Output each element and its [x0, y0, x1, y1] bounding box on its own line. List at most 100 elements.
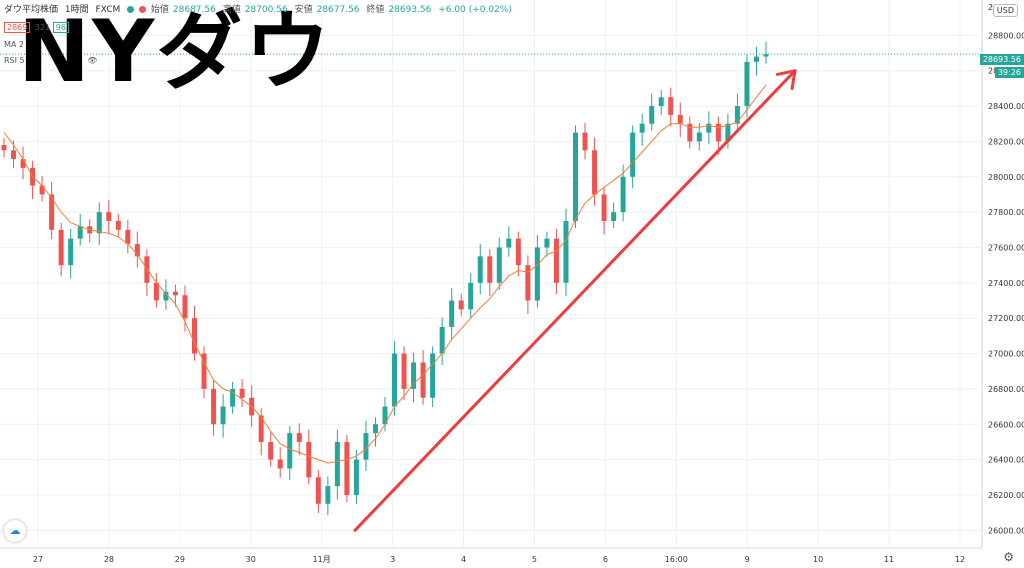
- interval-label[interactable]: 1時間: [64, 5, 89, 15]
- candle-body: [220, 406, 226, 425]
- candle-body: [115, 220, 121, 230]
- candle-body: [134, 243, 140, 257]
- candle-body: [725, 123, 731, 142]
- close-label: 終値: [366, 5, 385, 15]
- candle-body: [411, 362, 417, 389]
- candle-body: [182, 295, 188, 319]
- gear-icon[interactable]: ⚙: [1003, 550, 1014, 564]
- candle-body: [211, 388, 217, 425]
- x-tick-label: 3: [390, 555, 395, 564]
- close-value: 28693.56: [388, 5, 432, 15]
- x-tick-label: 11月: [313, 555, 331, 564]
- y-tick-label: 26600.00: [988, 420, 1024, 429]
- overlay-title: NYダウ: [18, 2, 333, 102]
- candle-body: [296, 433, 302, 442]
- x-tick-label: 29: [175, 555, 185, 564]
- y-tick-label: 27800.00: [988, 208, 1024, 217]
- x-tick-label: 5: [532, 555, 537, 564]
- x-tick-label: 9: [745, 555, 750, 564]
- candle-body: [325, 486, 331, 504]
- candle-body: [163, 291, 169, 301]
- trend-arrow-head: [775, 69, 797, 90]
- eye-icon[interactable]: 👁: [87, 56, 98, 65]
- currency-button[interactable]: USD: [992, 4, 1018, 17]
- candle-body: [77, 226, 83, 239]
- trend-arrow-line: [353, 69, 797, 532]
- candle-body: [763, 54, 769, 57]
- tradingview-logo-icon[interactable]: ☁: [4, 520, 26, 542]
- candle-body: [49, 194, 55, 230]
- candle-body: [734, 106, 740, 124]
- change-value: +6.00 (+0.02%): [438, 5, 512, 15]
- candle-body: [201, 353, 207, 389]
- candle-body: [715, 123, 721, 142]
- rsi-label: RSI 5: [4, 56, 25, 65]
- y-tick-label: 26400.00: [988, 456, 1024, 465]
- bid-box[interactable]: 2869: [4, 22, 31, 33]
- ask-box[interactable]: 96: [52, 22, 69, 33]
- candle-body: [573, 132, 578, 221]
- candle-body: [125, 229, 131, 244]
- candle-body: [553, 238, 559, 283]
- candle-body: [449, 300, 455, 328]
- candle-body: [696, 132, 702, 142]
- candle-body: [344, 441, 350, 495]
- y-tick-label: 28200.00: [988, 137, 1024, 146]
- x-tick-label: 10: [813, 555, 823, 564]
- x-tick-label: 30: [246, 555, 256, 564]
- candle-body: [468, 282, 474, 310]
- candle-body: [39, 185, 45, 195]
- ma-indicator-row[interactable]: MA 2: [4, 40, 24, 49]
- candle-body: [420, 362, 426, 398]
- rsi-indicator-row[interactable]: RSI 5 👁: [4, 56, 97, 65]
- candle-body: [534, 247, 540, 301]
- candle-body: [58, 229, 64, 266]
- candle-body: [401, 353, 407, 389]
- y-tick-label: 26200.00: [988, 491, 1024, 500]
- candle-body: [668, 97, 674, 115]
- candle-body: [11, 150, 17, 160]
- candle-body: [192, 318, 197, 354]
- candle-body: [287, 433, 293, 469]
- candle-body: [592, 150, 598, 195]
- x-tick-label: 11: [884, 555, 894, 564]
- candle-body: [601, 194, 607, 221]
- x-tick-label: 27: [33, 555, 43, 564]
- candle-body: [439, 327, 445, 354]
- x-tick-label: 28: [104, 555, 114, 564]
- candle-body: [334, 441, 340, 487]
- candle-body: [649, 106, 655, 124]
- candle-body: [639, 123, 645, 133]
- y-tick-label: 2: [988, 3, 993, 12]
- x-tick-label: 4: [461, 555, 466, 564]
- candle-body: [744, 61, 750, 107]
- open-label: 始値: [150, 5, 169, 15]
- candle-body: [144, 256, 150, 283]
- spread-value: 321: [34, 23, 51, 32]
- candle-body: [611, 212, 617, 221]
- candle-body: [258, 415, 264, 442]
- moving-average-line: [3, 84, 767, 464]
- low-value: 28677.56: [316, 5, 360, 15]
- candle-body: [96, 212, 102, 234]
- symbol-name[interactable]: ダウ平均株価: [4, 5, 59, 15]
- candle-body: [515, 238, 521, 266]
- y-tick-label: 27600.00: [988, 243, 1024, 252]
- candle-body: [268, 441, 274, 460]
- candle-body: [392, 353, 398, 407]
- candle-body: [687, 123, 693, 142]
- high-label: 高値: [222, 5, 241, 15]
- y-tick-label: 28800.00: [988, 31, 1024, 40]
- candle-body: [1, 144, 7, 151]
- symbol-header: ダウ平均株価 1時間 FXCM 始値 28687.56 高値 28700.56 安値…: [4, 2, 516, 15]
- candle-body: [382, 406, 388, 425]
- high-value: 28700.56: [244, 5, 288, 15]
- market-status-icon: [127, 6, 135, 13]
- candle-body: [306, 441, 312, 478]
- candle-body: [315, 477, 321, 504]
- candle-body: [706, 123, 712, 133]
- candle-body: [372, 424, 378, 434]
- y-tick-label: 27400.00: [988, 279, 1024, 288]
- candle-body: [582, 132, 588, 151]
